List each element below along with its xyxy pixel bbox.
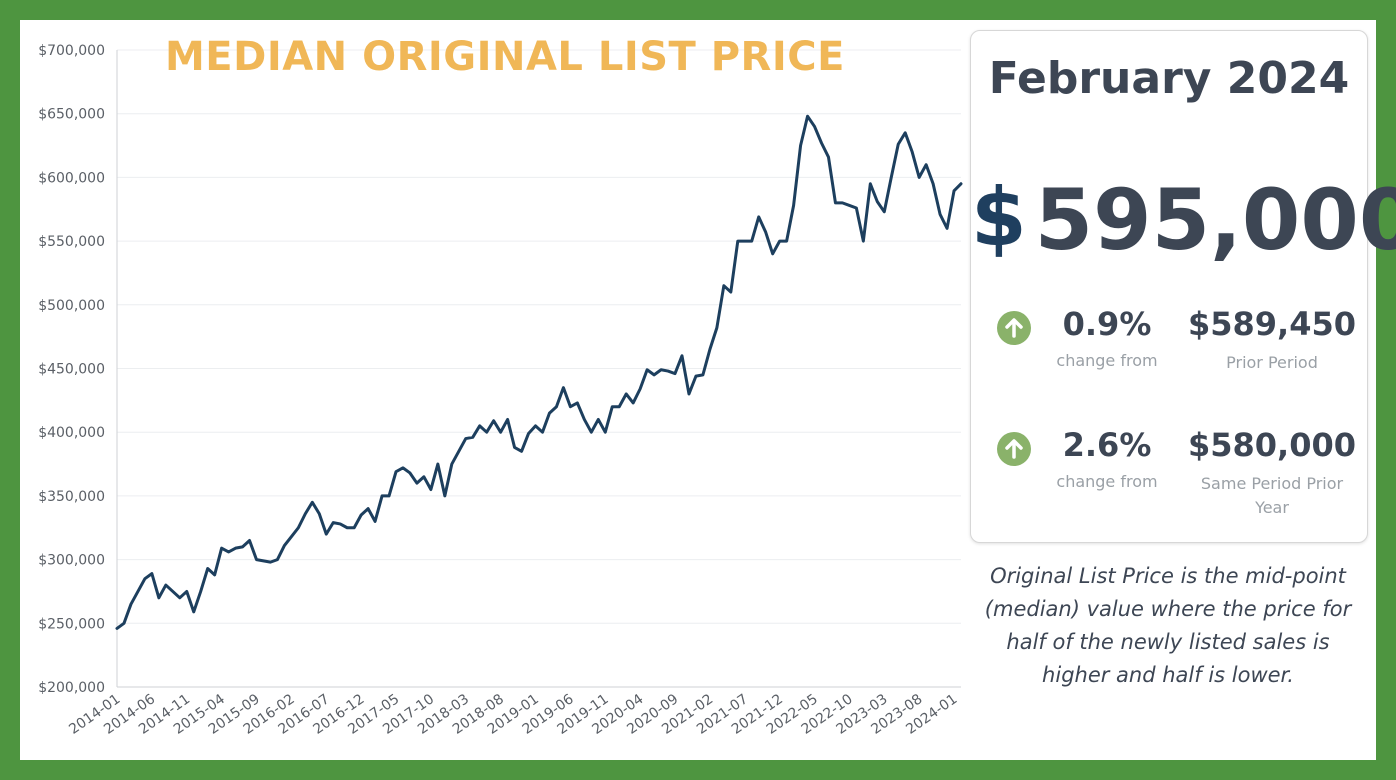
y-tick-label: $650,000 — [38, 107, 105, 123]
report-canvas: $700,000 $650,000 $600,000 $550,000 $500,000… — [20, 20, 1396, 760]
y-tick-label: $600,000 — [38, 170, 105, 186]
prior-period-amount-label: Prior Period — [1226, 353, 1318, 372]
y-tick-label: $550,000 — [38, 234, 105, 250]
summary-card: February 2024 $595,000 0.9% change from … — [970, 30, 1396, 543]
prior-year-amount-label: Same Period Prior Year — [1200, 474, 1344, 517]
y-tick-label: $350,000 — [38, 489, 105, 505]
y-tick-label: $700,000 — [38, 43, 105, 59]
dollar-sign: $ — [971, 171, 1027, 264]
line-chart: $700,000 $650,000 $600,000 $550,000 $500,000… — [38, 43, 963, 738]
x-tick-labels: 2014-012014-062014-112015-042015-092016-… — [66, 691, 960, 738]
y-tick-label: $250,000 — [38, 616, 105, 632]
y-tick-label: $300,000 — [38, 553, 105, 569]
gridlines — [117, 49, 961, 624]
prior-year-row: 2.6% change from $580,000 Same Period Pr… — [971, 424, 1367, 517]
prior-period-percent-label: change from — [1056, 351, 1158, 370]
arrow-up-circle-icon — [997, 311, 1031, 345]
y-tick-label: $400,000 — [38, 425, 105, 441]
prior-year-percent: 2.6% — [1062, 426, 1152, 464]
prior-period-percent: 0.9% — [1062, 305, 1152, 343]
axes — [116, 50, 961, 688]
y-tick-label: $200,000 — [38, 680, 105, 696]
description-text: Original List Price is the mid-point (me… — [984, 564, 1352, 687]
chart-title: MEDIAN ORIGINAL LIST PRICE — [165, 34, 845, 80]
current-price-value: 595,000 — [1034, 171, 1396, 269]
prior-year-percent-label: change from — [1056, 472, 1158, 491]
prior-period-row: 0.9% change from $589,450 Prior Period — [971, 303, 1367, 393]
y-tick-labels: $700,000 $650,000 $600,000 $550,000 $500,000… — [38, 43, 105, 696]
current-price: $595,000 — [971, 171, 1396, 271]
arrow-up-circle-icon — [997, 432, 1031, 466]
y-tick-label: $450,000 — [38, 362, 105, 378]
period-label: February 2024 — [988, 53, 1350, 104]
prior-period-amount: $589,450 — [1187, 305, 1356, 343]
price-series-line — [115, 114, 963, 630]
prior-year-amount: $580,000 — [1187, 426, 1356, 464]
y-tick-label: $500,000 — [38, 298, 105, 314]
